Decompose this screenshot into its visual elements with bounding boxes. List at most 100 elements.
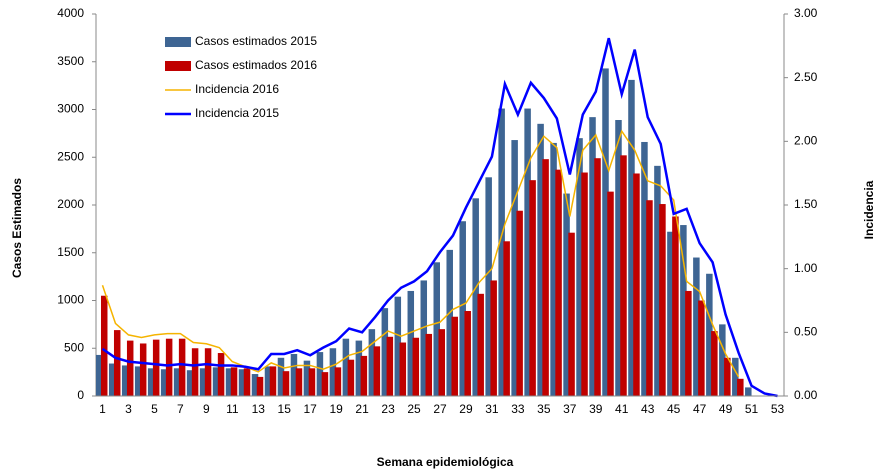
bar xyxy=(745,387,752,396)
bar xyxy=(602,68,609,396)
bar xyxy=(186,370,194,396)
y2-tick-label: 2.50 xyxy=(794,70,818,84)
x-tick-label: 5 xyxy=(151,402,158,416)
bar xyxy=(191,348,199,396)
bar xyxy=(568,232,575,396)
bar xyxy=(334,367,342,396)
bar xyxy=(550,142,557,396)
y2-tick-label: 0.50 xyxy=(794,325,818,339)
bar xyxy=(503,241,510,396)
bar xyxy=(303,360,311,396)
bar xyxy=(698,300,705,396)
bar xyxy=(217,353,225,396)
bar xyxy=(347,359,355,396)
bar xyxy=(425,333,433,396)
bar xyxy=(737,378,744,396)
bar xyxy=(277,357,285,396)
line xyxy=(101,37,778,398)
bar xyxy=(264,366,272,396)
bar xyxy=(160,369,168,396)
bar xyxy=(95,354,103,396)
bar xyxy=(126,340,134,396)
bar xyxy=(485,177,492,396)
legend-swatch xyxy=(165,61,191,71)
x-tick-label: 1 xyxy=(99,402,106,416)
bar xyxy=(628,79,635,397)
y2-tick-label: 0.00 xyxy=(794,388,818,402)
bar xyxy=(316,352,324,396)
bar xyxy=(672,216,679,396)
legend-label: Casos estimados 2015 xyxy=(195,34,317,48)
bar xyxy=(256,376,264,396)
bar xyxy=(308,368,316,396)
bar xyxy=(355,340,363,396)
x-tick-label: 19 xyxy=(329,402,343,416)
bar xyxy=(459,221,466,396)
bar xyxy=(576,138,583,396)
bar xyxy=(243,368,251,396)
x-tick-label: 25 xyxy=(407,402,421,416)
bar xyxy=(693,257,700,396)
bar xyxy=(251,374,259,396)
legend-label: Incidencia 2016 xyxy=(195,82,279,96)
bar xyxy=(173,368,181,396)
x-tick-label: 9 xyxy=(203,402,210,416)
bar xyxy=(732,357,739,396)
y-tick-label: 2000 xyxy=(57,197,84,211)
bar xyxy=(269,366,277,396)
bar xyxy=(121,365,129,396)
bar xyxy=(615,120,622,396)
y-tick-label: 3000 xyxy=(57,102,84,116)
bar xyxy=(659,204,666,396)
bar xyxy=(451,316,458,396)
x-tick-label: 17 xyxy=(304,402,318,416)
y2-tick-label: 2.00 xyxy=(794,134,818,148)
bar xyxy=(581,172,588,396)
legend-swatch xyxy=(165,37,191,47)
x-tick-label: 11 xyxy=(226,402,239,416)
bar xyxy=(295,368,303,396)
y-tick-label: 4000 xyxy=(57,6,84,20)
y-axis-title: Casos Estimados xyxy=(10,178,24,278)
y2-tick-label: 1.50 xyxy=(794,197,818,211)
bar xyxy=(537,123,544,396)
bar xyxy=(711,331,718,396)
x-tick-label: 41 xyxy=(615,402,629,416)
y-tick-label: 0 xyxy=(77,388,84,402)
x-tick-label: 37 xyxy=(563,402,577,416)
bar xyxy=(108,363,116,396)
bar xyxy=(719,324,726,396)
bar xyxy=(446,249,453,396)
x-tick-label: 15 xyxy=(278,402,292,416)
bar xyxy=(589,117,596,396)
bar xyxy=(100,295,108,396)
bar xyxy=(152,339,160,396)
x-tick-label: 47 xyxy=(693,402,707,416)
bar xyxy=(667,231,674,396)
bar xyxy=(685,290,692,396)
x-tick-label: 23 xyxy=(381,402,395,416)
bar xyxy=(477,293,484,396)
bar xyxy=(373,346,381,396)
y-tick-label: 1500 xyxy=(57,245,84,259)
bar xyxy=(464,311,471,396)
bar xyxy=(490,280,497,396)
legend-label: Incidencia 2015 xyxy=(195,106,279,120)
bar xyxy=(238,369,246,396)
x-tick-label: 27 xyxy=(433,402,447,416)
x-tick-label: 13 xyxy=(252,402,266,416)
legend-label: Casos estimados 2016 xyxy=(195,58,317,72)
bar xyxy=(620,155,627,396)
bar xyxy=(433,262,440,396)
x-tick-label: 51 xyxy=(745,402,759,416)
bar xyxy=(412,337,420,396)
x-tick-label: 29 xyxy=(459,402,473,416)
bar xyxy=(641,141,648,396)
bar xyxy=(212,367,220,396)
y-tick-label: 3500 xyxy=(57,54,84,68)
bar xyxy=(516,210,523,396)
bar xyxy=(386,336,394,396)
bar xyxy=(680,225,687,396)
y-tick-label: 2500 xyxy=(57,149,84,163)
